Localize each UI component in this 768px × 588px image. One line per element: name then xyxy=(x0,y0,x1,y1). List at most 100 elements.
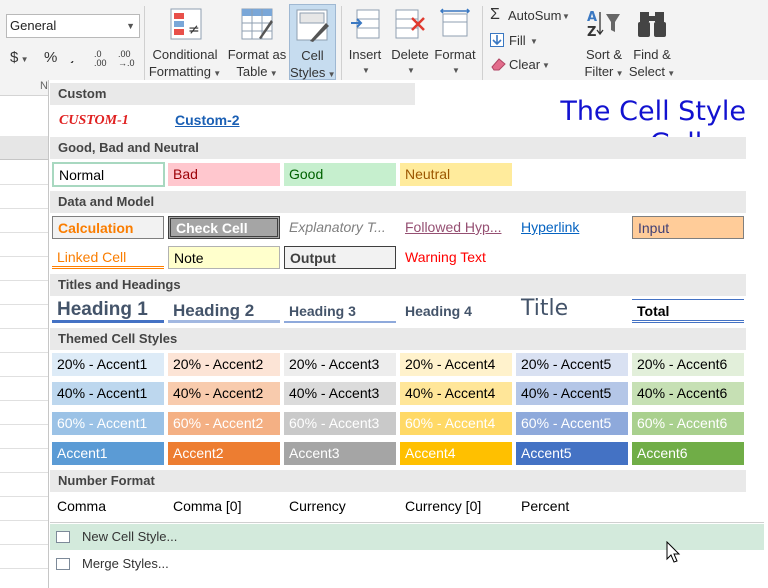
merge-styles-menu-item[interactable]: Merge Styles... xyxy=(50,551,764,577)
style-total[interactable]: Total xyxy=(632,299,744,323)
number-format-dropdown[interactable]: General ▼ xyxy=(6,14,140,38)
accounting-format-button[interactable]: $ ▼ xyxy=(10,49,29,66)
style-accent1[interactable]: Accent1 xyxy=(52,442,164,465)
new-cell-style-menu-item[interactable]: New Cell Style... xyxy=(50,524,764,550)
fill-down-icon xyxy=(490,33,504,47)
column-header-strip xyxy=(0,136,48,160)
style-40-accent2[interactable]: 40% - Accent2 xyxy=(168,382,280,405)
eraser-icon xyxy=(491,58,506,71)
style-accent3[interactable]: Accent3 xyxy=(284,442,396,465)
style-60-accent4[interactable]: 60% - Accent4 xyxy=(400,412,512,435)
ribbon-separator xyxy=(144,6,145,90)
chevron-down-icon: ▼ xyxy=(542,61,550,70)
style-comma-0[interactable]: Comma [0] xyxy=(173,498,242,514)
style-percent[interactable]: Percent xyxy=(521,498,570,514)
style-currency-0[interactable]: Currency [0] xyxy=(405,498,482,514)
style-linked-cell[interactable]: Linked Cell xyxy=(52,246,164,269)
style-40-accent3[interactable]: 40% - Accent3 xyxy=(284,382,396,405)
chevron-down-icon: ▼ xyxy=(362,66,370,75)
section-good-bad-neutral: Good, Bad and Neutral xyxy=(50,137,746,159)
style-20-accent6[interactable]: 20% - Accent6 xyxy=(632,353,744,376)
new-cell-style-label: New Cell Style... xyxy=(82,529,178,544)
autosum-button[interactable]: Σ AutoSum ▼ xyxy=(488,6,570,26)
style-heading-2[interactable]: Heading 2 xyxy=(168,298,280,323)
gridline xyxy=(0,424,48,425)
sort-filter-button[interactable]: A Z Sort & Filter ▼ xyxy=(580,6,628,82)
sort-filter-icon: A Z xyxy=(587,10,620,40)
svg-text:A: A xyxy=(587,10,597,25)
chevron-down-icon: ▼ xyxy=(126,21,135,31)
style-20-accent2[interactable]: 20% - Accent2 xyxy=(168,353,280,376)
style-accent4[interactable]: Accent4 xyxy=(400,442,512,465)
style-40-accent1[interactable]: 40% - Accent1 xyxy=(52,382,164,405)
insert-button[interactable]: Insert ▼ xyxy=(344,6,386,82)
style-20-accent5[interactable]: 20% - Accent5 xyxy=(516,353,628,376)
style-20-accent3[interactable]: 20% - Accent3 xyxy=(284,353,396,376)
style-comma[interactable]: Comma xyxy=(57,498,107,514)
style-accent6[interactable]: Accent6 xyxy=(632,442,744,465)
worksheet-area[interactable] xyxy=(0,96,48,588)
chevron-down-icon: ▼ xyxy=(562,12,570,21)
style-custom-1[interactable]: CUSTOM-1 xyxy=(59,113,129,128)
format-button[interactable]: Format ▼ xyxy=(432,6,478,82)
sort-filter-label: Sort & xyxy=(585,47,623,62)
style-40-accent5[interactable]: 40% - Accent5 xyxy=(516,382,628,405)
style-followed-hyperlink[interactable]: Followed Hyp... xyxy=(405,219,502,235)
gridline xyxy=(0,256,48,257)
style-good[interactable]: Good xyxy=(284,163,396,186)
style-neutral[interactable]: Neutral xyxy=(400,163,512,186)
decrease-decimal-button[interactable]: .00 →.0 xyxy=(118,49,135,68)
style-20-accent4[interactable]: 20% - Accent4 xyxy=(400,353,512,376)
style-60-accent5[interactable]: 60% - Accent5 xyxy=(516,412,628,435)
conditional-formatting-icon: ≠ xyxy=(170,8,202,40)
style-warning-text[interactable]: Warning Text xyxy=(405,249,486,265)
cell-styles-button[interactable]: Cell Styles ▼ xyxy=(289,4,336,80)
style-bad[interactable]: Bad xyxy=(168,163,280,186)
style-heading-4[interactable]: Heading 4 xyxy=(405,303,472,319)
gridline xyxy=(0,280,48,281)
style-heading-1[interactable]: Heading 1 xyxy=(52,297,164,323)
style-60-accent1[interactable]: 60% - Accent1 xyxy=(52,412,164,435)
style-heading-3[interactable]: Heading 3 xyxy=(284,299,396,323)
percent-style-button[interactable]: % xyxy=(44,49,58,66)
style-60-accent3[interactable]: 60% - Accent3 xyxy=(284,412,396,435)
svg-text:Z: Z xyxy=(587,25,596,40)
style-40-accent4[interactable]: 40% - Accent4 xyxy=(400,382,512,405)
increase-decimal-button[interactable]: .0 .00 xyxy=(94,49,107,68)
binoculars-icon xyxy=(638,12,666,37)
gridline xyxy=(0,304,48,305)
conditional-formatting-button[interactable]: ≠ Conditional Formatting ▼ xyxy=(148,6,222,82)
style-explanatory-text[interactable]: Explanatory T... xyxy=(289,219,386,235)
style-20-accent1[interactable]: 20% - Accent1 xyxy=(52,353,164,376)
style-60-accent6[interactable]: 60% - Accent6 xyxy=(632,412,744,435)
style-title[interactable]: Title xyxy=(521,296,569,321)
style-accent5[interactable]: Accent5 xyxy=(516,442,628,465)
style-60-accent2[interactable]: 60% - Accent2 xyxy=(168,412,280,435)
style-accent2[interactable]: Accent2 xyxy=(168,442,280,465)
style-output[interactable]: Output xyxy=(284,246,396,269)
chevron-down-icon: ▼ xyxy=(530,37,538,46)
delete-button[interactable]: Delete ▼ xyxy=(388,6,432,82)
style-check-cell[interactable]: Check Cell xyxy=(168,216,280,239)
gridline xyxy=(0,544,48,545)
comma-style-button[interactable]: ͵ xyxy=(70,47,75,64)
gridline xyxy=(0,328,48,329)
style-calculation[interactable]: Calculation xyxy=(52,216,164,239)
find-select-button[interactable]: Find & Select ▼ xyxy=(626,6,678,82)
section-custom: Custom xyxy=(50,83,415,105)
style-hyperlink[interactable]: Hyperlink xyxy=(521,219,580,235)
cell-styles-label-2: Styles ▼ xyxy=(290,65,336,80)
delete-label: Delete xyxy=(391,47,429,62)
style-currency[interactable]: Currency xyxy=(289,498,346,514)
style-40-accent6[interactable]: 40% - Accent6 xyxy=(632,382,744,405)
clear-button[interactable]: Clear ▼ xyxy=(488,55,552,75)
delete-cells-icon xyxy=(395,9,425,39)
style-custom-2[interactable]: Custom-2 xyxy=(175,112,240,128)
style-normal[interactable]: Normal xyxy=(52,162,165,187)
section-themed-cell-styles: Themed Cell Styles xyxy=(50,328,746,350)
style-input[interactable]: Input xyxy=(632,216,744,239)
style-note[interactable]: Note xyxy=(168,246,280,269)
format-as-table-button[interactable]: Format as Table ▼ xyxy=(226,6,288,82)
fill-button[interactable]: Fill ▼ xyxy=(488,31,548,51)
chevron-down-icon: ▼ xyxy=(407,66,415,75)
